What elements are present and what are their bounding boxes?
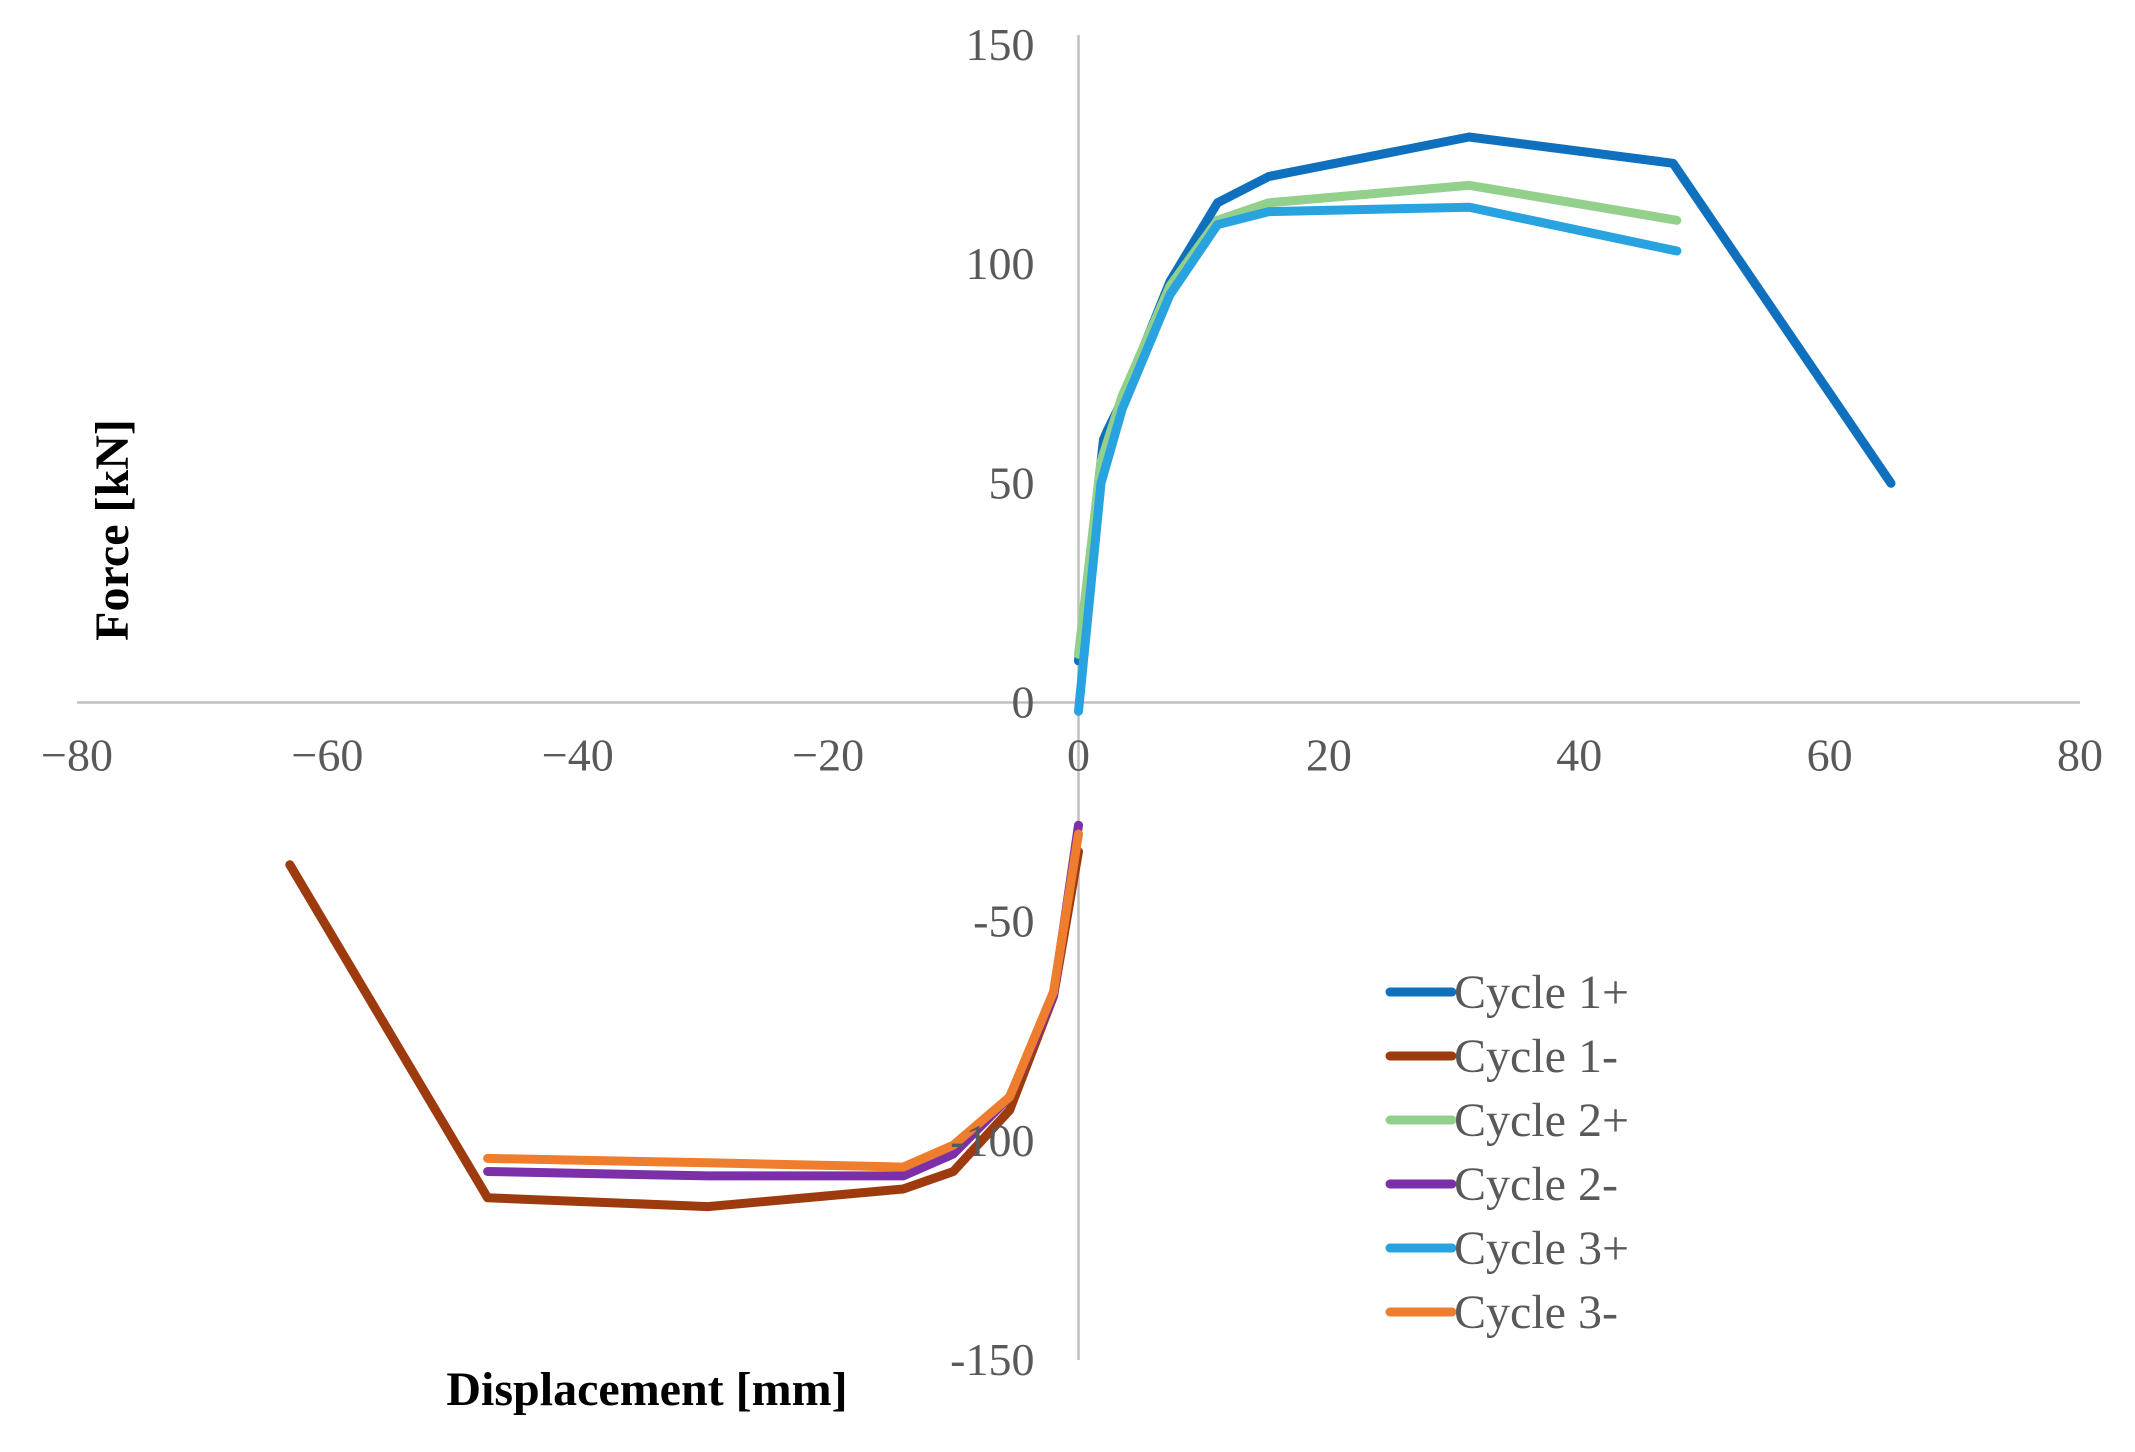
legend-label: Cycle 1- — [1454, 1030, 1618, 1083]
series-line-cycle-2- — [1074, 180, 1682, 659]
y-tick-label: 50 — [989, 457, 1035, 508]
series-layer — [285, 132, 1896, 1212]
legend-label: Cycle 2- — [1454, 1158, 1618, 1211]
series-line-cycle-3- — [483, 829, 1083, 1172]
series-line-cycle-1- — [1074, 132, 1896, 666]
y-tick-label: 0 — [1012, 677, 1035, 728]
legend-label: Cycle 2+ — [1454, 1094, 1629, 1147]
x-tick-label: 0 — [1067, 730, 1090, 781]
x-tick-label: 80 — [2057, 730, 2103, 781]
x-tick-label: −60 — [291, 730, 363, 781]
legend-label: Cycle 1+ — [1454, 966, 1629, 1019]
y-tick-label: -100 — [950, 1115, 1034, 1166]
x-tick-label: −40 — [542, 730, 614, 781]
legend-label: Cycle 3- — [1454, 1286, 1618, 1339]
y-tick-label: 100 — [966, 238, 1035, 289]
x-tick-label: −80 — [41, 730, 113, 781]
x-tick-label: 20 — [1306, 730, 1352, 781]
y-tick-label: -150 — [950, 1334, 1034, 1385]
legend: Cycle 1+ Cycle 1- Cycle 2+ Cycle 2- Cycle 3+… — [1385, 966, 1629, 1339]
y-tick-label: -50 — [973, 896, 1034, 947]
y-axis-title: Force [kN] — [86, 419, 139, 641]
series-line-cycle-3- — [1074, 202, 1682, 716]
x-tick-label: −20 — [792, 730, 864, 781]
labels-layer: −80 −60 −40 −20 0 20 40 60 80 -150 -100 -50 0 50 100 15… — [41, 19, 2103, 1416]
legend-label: Cycle 3+ — [1454, 1222, 1629, 1275]
x-tick-label: 40 — [1556, 730, 1602, 781]
x-tick-label: 60 — [1807, 730, 1853, 781]
y-tick-label: 150 — [966, 19, 1035, 70]
x-axis-title: Displacement [mm] — [446, 1363, 847, 1416]
